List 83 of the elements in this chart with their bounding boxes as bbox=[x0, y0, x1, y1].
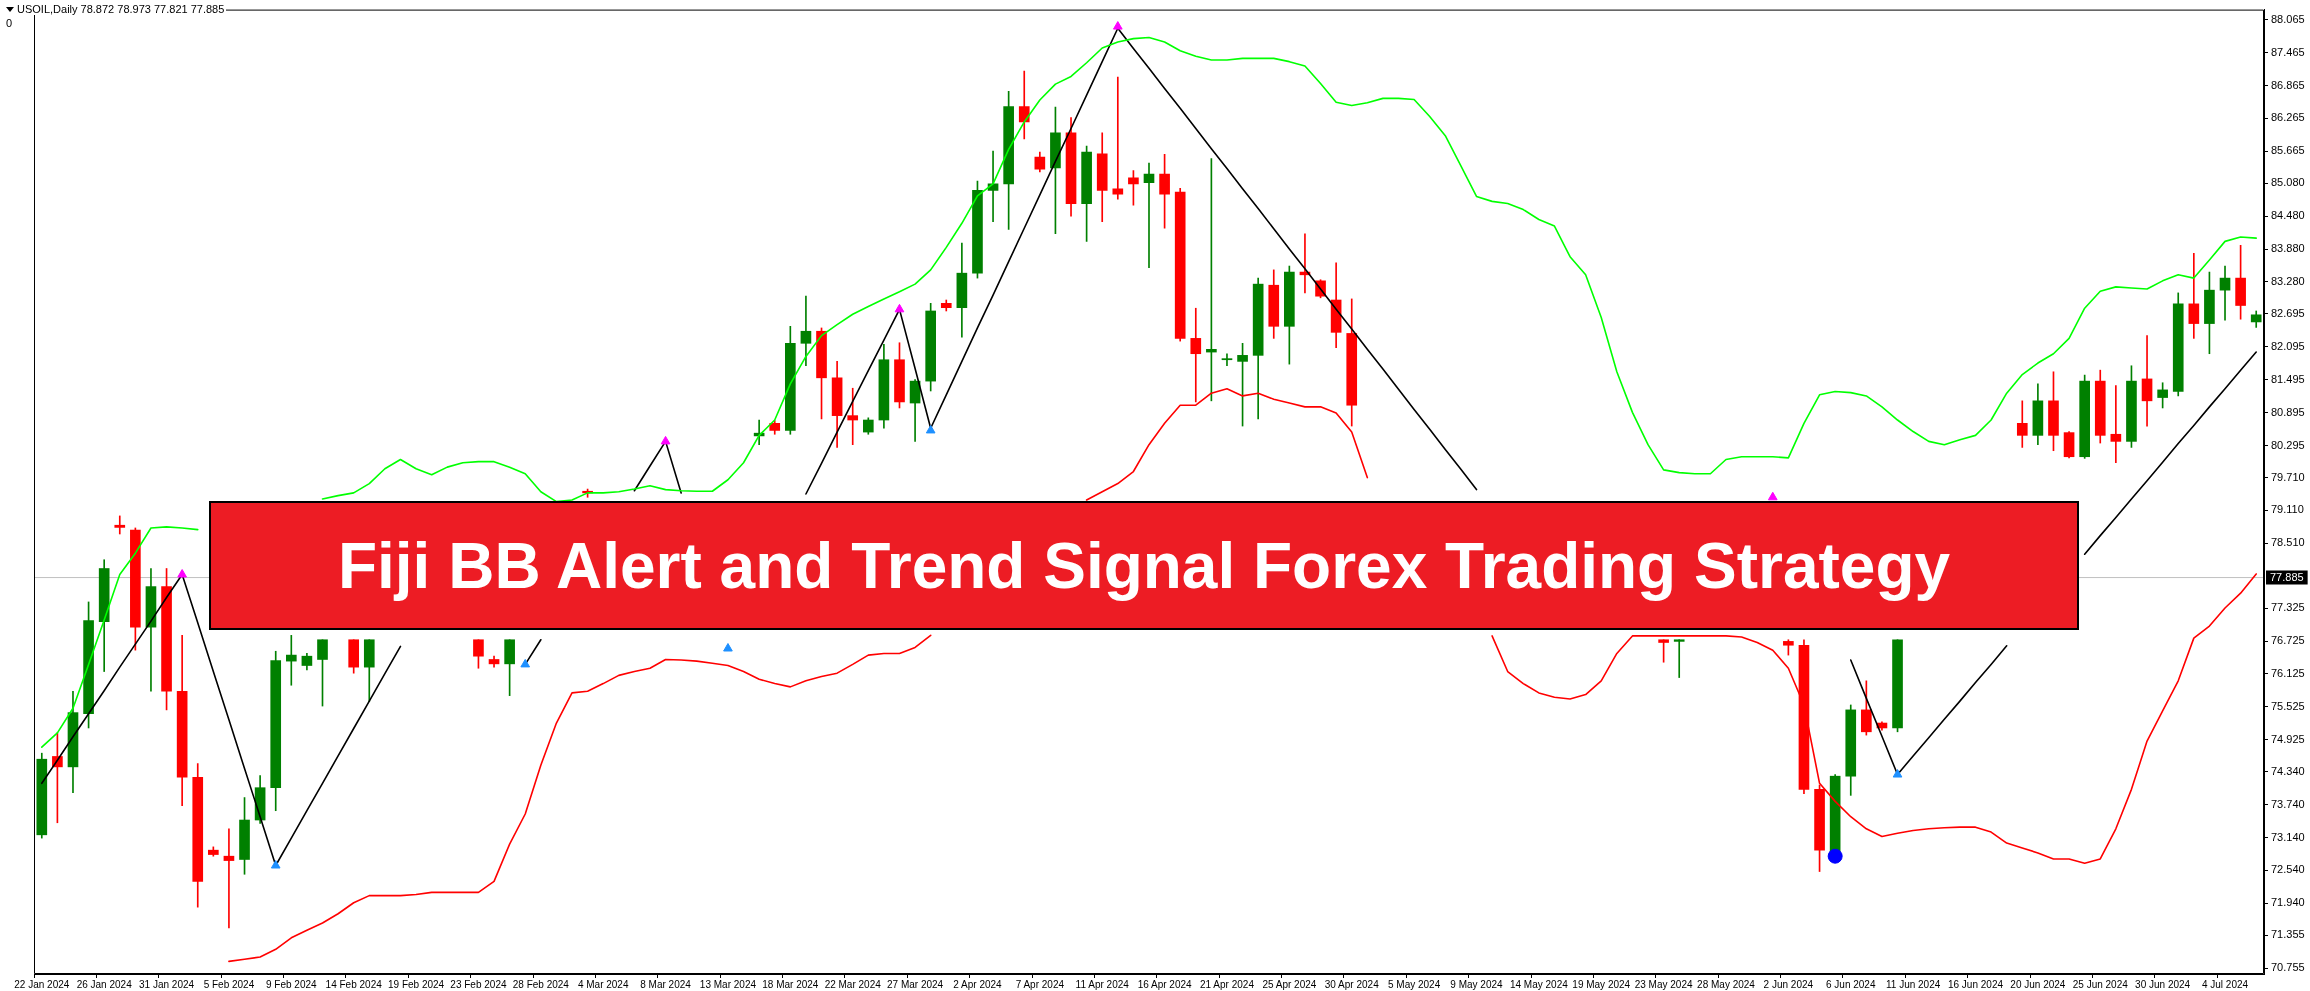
y-tick-label: 75.525 bbox=[2271, 699, 2305, 712]
x-tick-label: 16 Apr 2024 bbox=[1137, 978, 1192, 990]
y-tick-label: 85.665 bbox=[2271, 144, 2305, 157]
x-tick-label: 4 Mar 2024 bbox=[577, 978, 629, 990]
x-tick-label: 25 Apr 2024 bbox=[1262, 978, 1317, 990]
candlestick bbox=[114, 515, 126, 535]
point bbox=[520, 658, 531, 668]
candlestick bbox=[1673, 639, 1685, 678]
y-tick-label: 81.495 bbox=[2271, 372, 2305, 385]
y-tick-label: 71.355 bbox=[2271, 928, 2305, 941]
point bbox=[894, 303, 905, 313]
x-tick-label: 28 Feb 2024 bbox=[512, 978, 570, 990]
x-tick-label: 19 Feb 2024 bbox=[387, 978, 445, 990]
point bbox=[1892, 769, 1903, 778]
y-tick-label: 71.940 bbox=[2271, 896, 2305, 909]
y-tick-label: 86.865 bbox=[2271, 78, 2305, 91]
y-tick-label: 73.740 bbox=[2271, 797, 2305, 810]
y-tick-label: 80.295 bbox=[2271, 438, 2305, 451]
y-tick-label: 84.480 bbox=[2271, 209, 2305, 222]
annotation: USOIL,Daily 78.872 78.973 77.821 77.885 bbox=[17, 3, 225, 15]
x-tick-label: 7 Apr 2024 bbox=[1015, 978, 1065, 990]
y-tick-label: 79.710 bbox=[2271, 470, 2305, 483]
y-tick-label: 74.340 bbox=[2271, 764, 2305, 777]
x-tick-label: 4 Jul 2024 bbox=[2201, 978, 2249, 990]
x-tick-label: 21 Apr 2024 bbox=[1200, 978, 1255, 990]
y-tick-label: 72.540 bbox=[2271, 863, 2305, 876]
x-tick-label: 28 May 2024 bbox=[1697, 978, 1756, 990]
x-tick-label: 8 Mar 2024 bbox=[640, 978, 692, 990]
y-tick-label: 82.095 bbox=[2271, 339, 2305, 352]
x-tick-label: 14 Feb 2024 bbox=[325, 978, 383, 990]
x-tick-label: 26 Jan 2024 bbox=[76, 978, 133, 990]
y-tick-label: 88.065 bbox=[2271, 12, 2305, 25]
point bbox=[177, 569, 187, 578]
point bbox=[1767, 491, 1778, 501]
point bbox=[925, 424, 936, 434]
y-tick-label: 83.280 bbox=[2271, 274, 2305, 287]
y-tick-label: 85.080 bbox=[2271, 176, 2305, 189]
y-tick-label: 79.110 bbox=[2271, 503, 2304, 516]
y-tick-label: 73.140 bbox=[2271, 830, 2305, 843]
point bbox=[1827, 848, 1843, 864]
x-tick-label: 11 Jun 2024 bbox=[1885, 978, 1941, 990]
x-tick-label: 5 May 2024 bbox=[1387, 978, 1441, 990]
y-tick-label: 83.880 bbox=[2271, 242, 2305, 255]
x-tick-label: 23 May 2024 bbox=[1634, 978, 1693, 990]
y-tick-label: 74.925 bbox=[2271, 732, 2305, 745]
x-tick-label: 5 Feb 2024 bbox=[203, 978, 255, 990]
x-tick-label: 31 Jan 2024 bbox=[139, 978, 195, 990]
ref-line-label: 77.885 bbox=[2270, 570, 2304, 583]
x-tick-label: 19 May 2024 bbox=[1572, 978, 1631, 990]
candlestick bbox=[1112, 76, 1124, 200]
y-tick-label: 78.510 bbox=[2271, 536, 2305, 549]
y-tick-label: 82.695 bbox=[2271, 307, 2305, 320]
x-tick-label: 20 Jun 2024 bbox=[2010, 978, 2066, 990]
x-tick-label: 11 Apr 2024 bbox=[1075, 978, 1130, 990]
x-tick-label: 9 May 2024 bbox=[1450, 978, 1504, 990]
x-tick-label: 22 Mar 2024 bbox=[824, 978, 882, 990]
x-tick-label: 6 Jun 2024 bbox=[1826, 978, 1876, 990]
x-tick-label: 27 Mar 2024 bbox=[887, 978, 944, 990]
x-tick-label: 30 Jun 2024 bbox=[2135, 978, 2191, 990]
x-tick-label: 25 Jun 2024 bbox=[2072, 978, 2129, 990]
x-tick-label: 2 Jun 2024 bbox=[1763, 978, 1814, 990]
y-tick-label: 87.465 bbox=[2271, 45, 2305, 58]
point bbox=[1112, 21, 1123, 30]
point bbox=[270, 860, 281, 869]
x-tick-label: 18 Mar 2024 bbox=[762, 978, 819, 990]
x-tick-label: 2 Apr 2024 bbox=[953, 978, 1003, 990]
y-tick-label: 86.265 bbox=[2271, 111, 2305, 124]
y-tick-label: 77.325 bbox=[2271, 601, 2305, 614]
y-tick-label: 70.755 bbox=[2271, 961, 2305, 974]
x-tick-label: 16 Jun 2024 bbox=[1947, 978, 2004, 990]
y-tick-label: 76.125 bbox=[2271, 667, 2305, 680]
point bbox=[723, 643, 733, 652]
x-tick-label: 14 May 2024 bbox=[1509, 978, 1569, 990]
x-tick-label: 22 Jan 2024 bbox=[14, 978, 70, 990]
x-tick-label: 9 Feb 2024 bbox=[266, 978, 318, 990]
y-tick-label: 76.725 bbox=[2271, 634, 2305, 647]
x-tick-label: 23 Feb 2024 bbox=[450, 978, 507, 990]
text: 0 bbox=[6, 17, 13, 29]
point bbox=[660, 435, 671, 445]
x-tick-label: 13 Mar 2024 bbox=[699, 978, 757, 990]
y-tick-label: 80.895 bbox=[2271, 405, 2305, 418]
title-banner: Fiji BB Alert and Trend Signal Forex Trading Strategy bbox=[209, 501, 2079, 630]
x-tick-label: 30 Apr 2024 bbox=[1324, 978, 1380, 990]
